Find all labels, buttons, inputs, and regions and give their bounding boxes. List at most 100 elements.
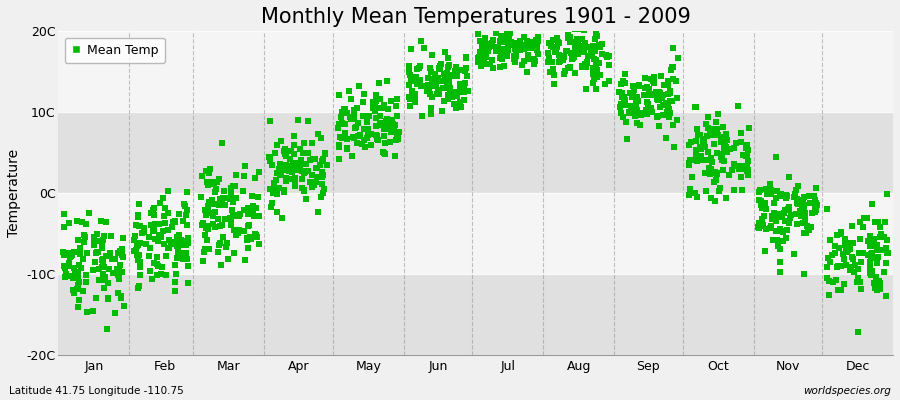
Point	[72, 297, 86, 303]
Point	[442, 72, 456, 78]
Point	[508, 40, 522, 46]
Point	[830, 232, 844, 238]
Point	[665, 76, 680, 82]
Point	[238, 163, 253, 170]
Point	[373, 80, 387, 86]
Point	[822, 292, 836, 298]
Point	[557, 68, 572, 74]
Point	[369, 123, 383, 130]
Point	[471, 31, 485, 38]
Point	[172, 211, 186, 217]
Point	[791, 201, 806, 208]
Point	[168, 241, 183, 248]
Point	[94, 245, 109, 252]
Point	[413, 76, 428, 83]
Point	[340, 110, 355, 116]
Point	[453, 89, 467, 96]
Point	[865, 268, 879, 274]
Point	[171, 250, 185, 256]
Point	[521, 41, 535, 47]
Point	[655, 112, 670, 118]
Point	[796, 197, 811, 203]
Point	[161, 227, 176, 233]
Point	[509, 53, 524, 59]
Point	[587, 56, 601, 62]
Point	[722, 172, 736, 178]
Point	[879, 293, 894, 300]
Point	[378, 140, 392, 146]
Point	[660, 109, 674, 115]
Point	[494, 52, 508, 59]
Point	[227, 227, 241, 234]
Point	[856, 250, 870, 256]
Point	[270, 142, 284, 148]
Point	[414, 38, 428, 44]
Point	[801, 226, 815, 233]
Point	[176, 250, 190, 256]
Point	[388, 153, 402, 159]
Point	[144, 210, 158, 216]
Point	[550, 35, 564, 41]
Point	[425, 52, 439, 58]
Point	[114, 269, 129, 276]
Point	[177, 202, 192, 209]
Point	[430, 75, 445, 81]
Point	[710, 171, 724, 177]
Point	[158, 272, 173, 278]
Point	[313, 162, 328, 168]
Point	[376, 149, 391, 155]
Point	[402, 103, 417, 110]
Point	[662, 98, 677, 104]
Point	[401, 93, 416, 100]
Point	[771, 210, 786, 217]
Point	[820, 206, 834, 212]
Point	[161, 237, 176, 243]
Point	[648, 88, 662, 95]
Point	[769, 195, 783, 201]
Point	[67, 264, 81, 271]
Point	[168, 262, 183, 268]
Point	[340, 145, 355, 152]
Point	[649, 92, 663, 98]
Point	[199, 208, 213, 215]
Point	[176, 238, 191, 244]
Point	[652, 96, 666, 103]
Point	[348, 124, 363, 131]
Point	[698, 144, 712, 150]
Title: Monthly Mean Temperatures 1901 - 2009: Monthly Mean Temperatures 1901 - 2009	[261, 7, 690, 27]
Point	[303, 179, 318, 185]
Point	[572, 26, 587, 32]
Point	[656, 101, 670, 108]
Point	[345, 153, 359, 160]
Point	[112, 261, 127, 268]
Point	[194, 222, 209, 228]
Point	[752, 187, 767, 194]
Point	[644, 104, 658, 111]
Point	[282, 176, 296, 182]
Point	[76, 232, 91, 238]
Point	[519, 38, 534, 44]
Point	[651, 114, 665, 120]
Point	[694, 153, 708, 159]
Point	[131, 222, 146, 229]
Point	[579, 86, 593, 92]
Point	[453, 81, 467, 87]
Point	[773, 246, 788, 252]
Point	[73, 244, 87, 251]
Point	[358, 112, 373, 119]
Point	[474, 18, 489, 25]
Point	[143, 268, 157, 275]
Point	[199, 222, 213, 229]
Point	[168, 279, 183, 285]
Point	[478, 61, 492, 68]
Point	[707, 179, 722, 185]
Point	[378, 151, 392, 157]
Point	[661, 91, 675, 97]
Point	[740, 164, 754, 170]
Point	[572, 45, 587, 52]
Point	[833, 231, 848, 238]
Point	[347, 116, 362, 123]
Point	[599, 54, 614, 60]
Point	[689, 194, 704, 200]
Point	[860, 214, 875, 221]
